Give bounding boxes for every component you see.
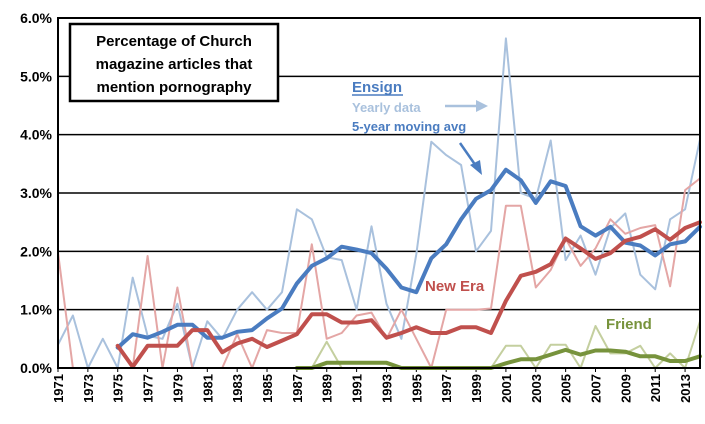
chart-title-line-1: Percentage of Church (96, 33, 252, 50)
x-tick-label: 2009 (618, 374, 633, 403)
x-axis-ticks: 1971 1973 1975 1977 1979 1981 1983 1985 1987 1989… (51, 368, 693, 403)
chart-title-line-2: magazine articles that (96, 56, 253, 73)
x-tick-label: 2007 (588, 374, 603, 403)
moving-arrow-head (470, 160, 482, 175)
y-tick-label: 6.0% (20, 10, 52, 26)
x-tick-label: 1999 (469, 374, 484, 403)
new-era-yearly-line (57, 177, 701, 369)
x-tick-label: 1997 (439, 374, 454, 403)
y-tick-label: 2.0% (20, 243, 52, 259)
new-era-label: New Era (425, 278, 485, 295)
title-box-frame (68, 22, 280, 103)
yearly-arrow-head (476, 100, 488, 112)
friend-moving-avg-line (294, 347, 702, 370)
new-era-moving-avg-line (115, 220, 702, 369)
x-tick-label: 1981 (200, 374, 215, 403)
x-tick-label: 2005 (559, 374, 574, 403)
ensign-yearly-line (57, 37, 701, 369)
x-tick-label: 2003 (529, 374, 544, 403)
x-tick-label: 1995 (409, 374, 424, 403)
x-tick-label: 1975 (111, 374, 126, 403)
ensign-label: Ensign (352, 79, 402, 96)
x-tick-label: 2013 (678, 374, 693, 403)
x-tick-label: 1993 (379, 374, 394, 403)
annotations: Ensign Yearly data 5-year moving avg New… (352, 79, 652, 333)
x-tick-label: 2011 (648, 374, 663, 402)
x-tick-label: 1985 (260, 374, 275, 403)
friend-label: Friend (606, 316, 652, 333)
plot-area-border (57, 17, 701, 369)
x-tick-label: 1987 (290, 374, 305, 403)
y-tick-label: 0.0% (20, 360, 52, 376)
gridlines (58, 75, 700, 311)
y-tick-label: 1.0% (20, 302, 52, 318)
x-tick-label: 1973 (81, 374, 96, 403)
series-lines (57, 37, 702, 370)
x-tick-label: 1971 (51, 374, 66, 403)
chart-title-line-3: mention pornography (97, 79, 253, 96)
yearly-data-label: Yearly data (352, 100, 421, 115)
x-tick-label: 2001 (499, 374, 514, 403)
x-tick-label: 1989 (320, 374, 335, 403)
y-tick-label: 4.0% (20, 127, 52, 143)
x-tick-label: 1977 (141, 374, 156, 403)
x-tick-label: 1983 (230, 374, 245, 403)
moving-arrow-shaft (458, 142, 478, 167)
y-axis-ticks: 0.0% 1.0% 2.0% 3.0% 4.0% 5.0% 6.0% (20, 10, 52, 376)
y-tick-label: 3.0% (20, 185, 52, 201)
x-tick-label: 1979 (170, 374, 185, 403)
y-tick-label: 5.0% (20, 68, 52, 84)
x-tick-label: 1991 (350, 374, 365, 403)
moving-avg-label: 5-year moving avg (352, 119, 466, 134)
title-box: Percentage of Church magazine articles t… (68, 22, 280, 103)
